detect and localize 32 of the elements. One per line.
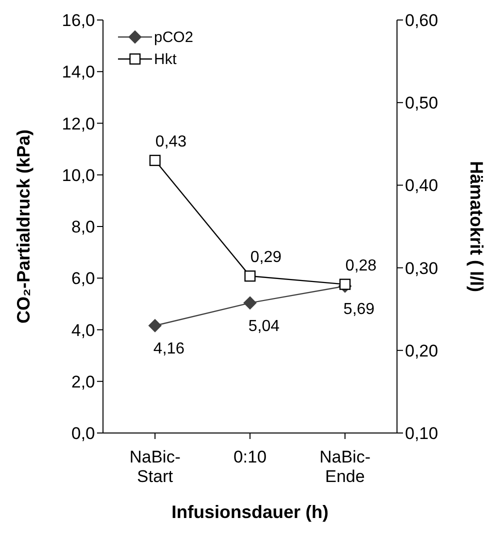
point [244,270,256,282]
x-tick-label: 0:10 [233,448,267,467]
x-axis-title: Infusionsdauer (h) [172,502,329,522]
y-axis-title: CO₂-Partialdruck (kPa) [13,129,34,324]
y2-axis-title: Hämatokrit ( l/l) [466,160,487,292]
y2-tick-label: 0,10 [405,424,438,444]
y2-tick-label: 0,60 [405,11,438,30]
data-label: 5,04 [248,318,280,335]
y2-tick-label: 0,50 [405,94,438,113]
y-tick-label: 2,0 [71,372,95,392]
y2-tick-label: 0,30 [405,258,438,278]
y-tick-label: 12,0 [62,114,95,134]
y-tick-label: 10,0 [62,166,95,185]
point [149,154,161,166]
x-tick-label: NaBic-Start [129,448,181,486]
y-tick-label: 14,0 [62,62,95,82]
data-label: 0,43 [155,133,187,150]
point [339,278,351,290]
y-tick-label: 16,0 [62,11,95,30]
y2-tick-label: 0,20 [405,341,438,360]
legend-label: pCO2 [154,28,194,46]
data-label: 0,28 [345,257,377,274]
y-tick-label: 6,0 [71,269,95,288]
legend-label: Hkt [154,50,176,68]
data-label: 5,69 [343,301,375,318]
y-tick-label: 4,0 [71,320,95,340]
data-label: 0,29 [250,249,282,266]
y-tick-label: 8,0 [71,218,95,237]
x-tick-label: NaBic-Ende [319,448,371,486]
data-label: 4,16 [153,340,185,358]
y2-tick-label: 0,40 [405,176,438,196]
y-tick-label: 0,0 [71,424,95,444]
